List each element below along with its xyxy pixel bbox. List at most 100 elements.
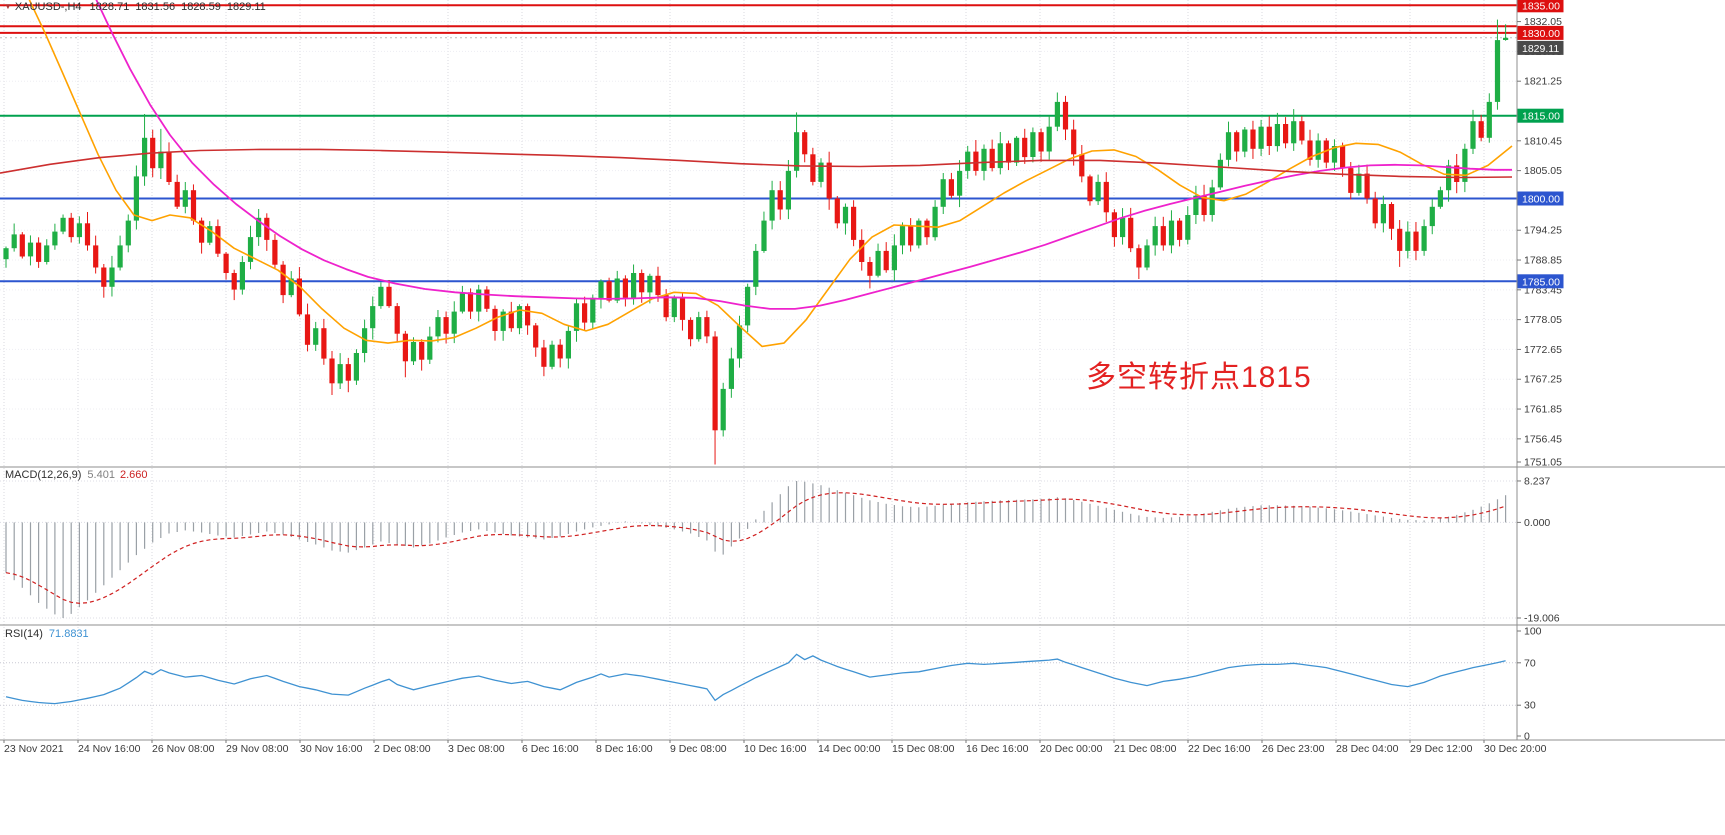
price-badge-value: 1785.00 — [1522, 276, 1560, 288]
chart-annotation: 多空转折点1815 — [1086, 361, 1312, 394]
macd-main-value: 5.401 — [87, 469, 115, 481]
candle-down — [223, 253, 229, 273]
candle-down — [190, 190, 197, 221]
price-axis-label: 1772.65 — [1524, 344, 1562, 356]
macd-layer — [5, 481, 1507, 618]
candle-down — [541, 347, 547, 367]
candle-up — [370, 306, 376, 329]
candle-down — [68, 217, 74, 238]
candle-up — [647, 275, 653, 293]
candle-down — [1340, 146, 1346, 169]
ma-line-fast — [28, 0, 1513, 348]
candle-up — [247, 237, 254, 262]
time-axis-label: 23 Nov 2021 — [4, 743, 64, 755]
time-axis-label: 29 Dec 12:00 — [1410, 743, 1473, 755]
candle-up — [997, 143, 1003, 169]
time-axis-label: 14 Dec 00:00 — [818, 743, 881, 755]
candle-up — [3, 248, 9, 260]
candle-up — [378, 286, 384, 307]
candle-up — [590, 297, 596, 323]
candle-up — [1429, 206, 1435, 227]
candle-down — [1111, 212, 1117, 238]
candle-up — [769, 190, 775, 221]
main-chart-area[interactable] — [0, 0, 1517, 467]
candle-up — [891, 245, 897, 271]
candle-down — [215, 226, 221, 254]
candle-down — [1348, 168, 1354, 193]
rsi-scale-label: 100 — [1524, 626, 1542, 638]
candle-up — [761, 220, 767, 251]
candle-down — [883, 250, 889, 271]
candle-down — [402, 333, 408, 362]
price-axis-label: 1821.25 — [1524, 76, 1562, 88]
candle-up — [125, 220, 131, 246]
candle-up — [1315, 140, 1321, 160]
candle-down — [973, 151, 979, 171]
candle-up — [44, 245, 50, 262]
candle-down — [1005, 143, 1012, 163]
candle-down — [1307, 140, 1313, 160]
candle-up — [337, 364, 343, 384]
candle-up — [410, 342, 417, 362]
axis-text-layer: 1832.051826.651821.251810.451805.051794.… — [3, 0, 1564, 755]
candle-up — [451, 311, 457, 334]
candle-up — [818, 162, 824, 182]
symbol-name: XAUUSD-,H4 — [14, 1, 82, 13]
time-axis-label: 20 Dec 00:00 — [1040, 743, 1103, 755]
candle-down — [1388, 204, 1395, 229]
macd-scale-label: 8.237 — [1524, 476, 1550, 488]
candle-down — [231, 273, 237, 290]
candle-up — [1193, 195, 1199, 215]
candle-up — [573, 303, 580, 331]
candle-down — [321, 328, 327, 359]
candle-up — [899, 226, 906, 246]
candle-down — [166, 151, 172, 182]
candle-down — [1283, 124, 1289, 144]
candle-down — [1087, 176, 1093, 202]
candle-down — [1454, 165, 1460, 182]
price-badge: 1829.11 — [1517, 40, 1564, 55]
time-axis-label: 16 Dec 16:00 — [966, 743, 1029, 755]
candle-up — [875, 250, 881, 276]
candle-up — [1185, 215, 1191, 240]
candle-down — [19, 234, 25, 257]
candle-up — [1209, 187, 1215, 215]
candle-up — [182, 190, 188, 207]
candle-up — [362, 328, 368, 353]
time-scale[interactable] — [0, 740, 1725, 760]
candle-up — [565, 330, 571, 359]
candle-up — [1225, 132, 1232, 160]
price-scale[interactable] — [1517, 0, 1725, 740]
candle-down — [639, 273, 645, 293]
macd-scale-label: -19.006 — [1524, 613, 1560, 625]
candle-down — [264, 217, 270, 240]
price-badge-value: 1815.00 — [1522, 111, 1560, 123]
rsi-scale-label: 0 — [1524, 731, 1530, 743]
price-axis-label: 1810.45 — [1524, 135, 1562, 147]
rsi-panel-area[interactable] — [0, 625, 1517, 740]
candle-down — [1397, 228, 1403, 251]
candle-up — [1258, 126, 1264, 149]
macd-scale-label: 0.000 — [1524, 517, 1550, 529]
candle-up — [1120, 217, 1126, 238]
candle-up — [353, 353, 359, 381]
candle-up — [435, 317, 441, 337]
symbol-dropdown-marker[interactable]: ▼ — [4, 2, 12, 11]
candle-up — [500, 311, 506, 331]
candle-up — [27, 242, 34, 257]
price-axis-label: 1788.85 — [1524, 255, 1562, 267]
candle-up — [288, 278, 294, 296]
candle-down — [1071, 129, 1077, 155]
candle-up — [239, 262, 245, 290]
candle-down — [1478, 121, 1484, 138]
time-axis-label: 30 Dec 20:00 — [1484, 743, 1547, 755]
candle-up — [1421, 226, 1427, 251]
candle-down — [1128, 217, 1134, 249]
candle-down — [101, 267, 107, 287]
candle-up — [614, 278, 620, 301]
price-axis-label: 1767.25 — [1524, 374, 1562, 386]
time-axis-label: 2 Dec 08:00 — [374, 743, 431, 755]
macd-panel-area[interactable] — [0, 467, 1517, 625]
